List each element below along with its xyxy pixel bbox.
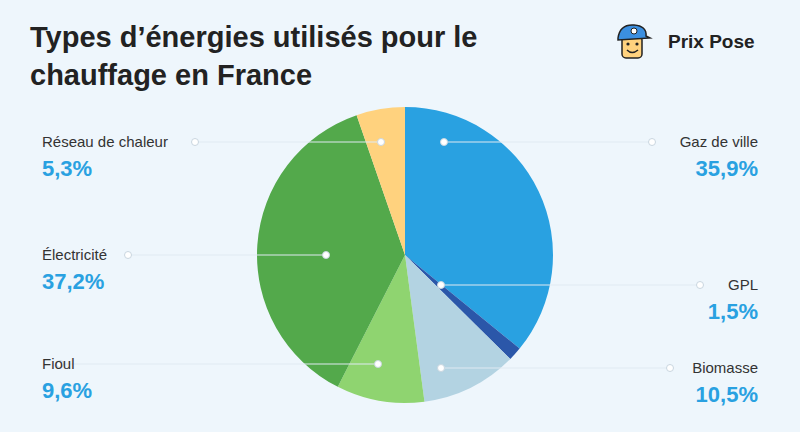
category-label: Gaz de ville (680, 133, 758, 150)
title-line: Types d’énergies utilisés pour le (30, 21, 478, 53)
icon-eye (626, 42, 629, 45)
value-label: 1,5% (708, 299, 758, 324)
chart: Types d’énergies utilisés pour le chauffa… (0, 0, 800, 432)
leader-dot (378, 139, 385, 146)
leader-line (195, 141, 381, 142)
leader-dot (667, 365, 674, 372)
background (0, 0, 800, 432)
leader-dot (438, 282, 445, 289)
title-line: chauffage en France (30, 59, 312, 91)
labels: Gaz de ville 35,9% GPL 1,5% Biomasse 10,5% Fio… (42, 133, 758, 407)
icon-cap (618, 25, 650, 40)
category-label: Biomasse (692, 359, 758, 376)
leader-dot (697, 282, 704, 289)
slice (357, 107, 405, 255)
leader-dot (323, 252, 330, 259)
icon-mouth (627, 50, 638, 53)
value-label: 35,9% (696, 156, 758, 181)
leader-dot (192, 139, 199, 146)
value-label: 10,5% (696, 382, 758, 407)
title: Types d’énergies utilisés pour le chauffa… (30, 21, 478, 91)
leader-dot (438, 365, 445, 372)
icon-badge (631, 28, 637, 34)
leader-line (441, 284, 700, 285)
leader-line (441, 367, 670, 368)
value-label: 37,2% (42, 269, 104, 294)
icon-eye (635, 42, 638, 45)
leader-line (60, 363, 378, 364)
value-label: 5,3% (42, 156, 92, 181)
category-label: Fioul (42, 355, 75, 372)
leader-dot (375, 361, 382, 368)
category-label: Électricité (42, 246, 107, 263)
leader-dot (441, 139, 448, 146)
leader-dot (125, 252, 132, 259)
brand: Prix Pose (668, 31, 755, 52)
leader-dot (649, 139, 656, 146)
leader-line (128, 254, 326, 255)
value-label: 9,6% (42, 378, 92, 403)
brand-icon (618, 25, 650, 58)
category-label: GPL (728, 276, 758, 293)
leader-line (444, 141, 652, 142)
category-label: Réseau de chaleur (42, 133, 168, 150)
